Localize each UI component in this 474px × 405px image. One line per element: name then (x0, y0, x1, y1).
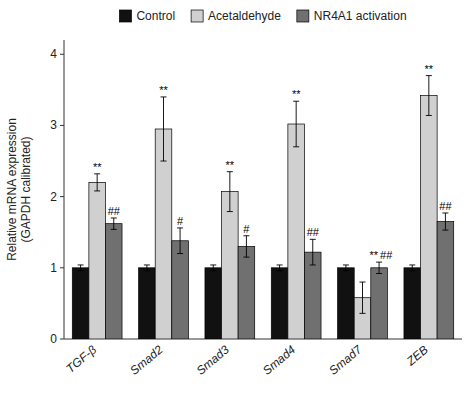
bar (421, 96, 438, 339)
significance-label: ** (425, 63, 434, 75)
error-bar (376, 262, 382, 273)
x-tick-label: Smad2 (127, 342, 165, 377)
y-tick (60, 54, 64, 55)
significance-label: ** (159, 84, 168, 96)
error-bar (360, 282, 366, 313)
error-bar (243, 236, 249, 257)
bar (238, 246, 255, 339)
significance-label: ** (370, 249, 379, 261)
bar (72, 268, 89, 339)
y-tick (60, 339, 64, 340)
error-bar (227, 172, 233, 212)
legend-label: NR4A1 activation (314, 9, 407, 23)
error-bar (210, 265, 216, 271)
y-axis (64, 40, 65, 339)
legend-label: Control (136, 9, 175, 23)
significance-label: ** (226, 159, 235, 171)
significance-label: ## (307, 226, 320, 238)
error-bar (343, 265, 349, 271)
significance-label: ## (439, 200, 452, 212)
bar (437, 222, 454, 339)
error-bar (78, 265, 84, 271)
bar (89, 182, 106, 339)
significance-label: ## (380, 249, 393, 261)
error-bar (426, 76, 432, 116)
y-axis-label: Relative mRNA expression(GAPDH calibrate… (5, 118, 33, 261)
legend-swatch (119, 10, 131, 22)
y-tick-label: 1 (50, 261, 57, 275)
bar (105, 224, 122, 339)
bar (139, 268, 156, 339)
chart: 0 1 2 3 4 Relative mRNA expression(GAPDH cali… (0, 0, 474, 405)
error-bar (111, 218, 117, 229)
legend-swatch (191, 10, 203, 22)
bar (404, 268, 421, 339)
bar (222, 192, 239, 339)
error-bar (161, 97, 167, 161)
bars (72, 76, 453, 339)
error-bar (442, 213, 448, 230)
x-tick-label: Smad7 (326, 342, 365, 378)
y-tick (60, 125, 64, 126)
y-tick-label: 2 (50, 190, 57, 204)
error-bar (293, 101, 299, 147)
significance-label: ** (93, 161, 102, 173)
error-bar (409, 265, 415, 271)
x-tick-label: Smad4 (260, 342, 298, 377)
y-tick-label: 4 (50, 47, 57, 61)
y-tick-label: 3 (50, 118, 57, 132)
error-bar (177, 228, 183, 254)
error-bar (94, 174, 100, 191)
error-bar (277, 265, 283, 271)
bar (338, 268, 355, 339)
bar (172, 241, 189, 339)
x-tick-label: Smad3 (194, 342, 232, 377)
bar (205, 268, 222, 339)
significance-label: ** (292, 88, 301, 100)
x-tick-label: ZEB (403, 343, 431, 369)
y-tick-label: 0 (50, 332, 57, 346)
y-tick (60, 196, 64, 197)
significance-label: # (177, 215, 184, 227)
significance-label: # (243, 223, 250, 235)
bar (288, 124, 305, 339)
bar (271, 268, 288, 339)
legend-swatch (297, 10, 309, 22)
legend: Control Acetaldehyde NR4A1 activation (119, 9, 406, 23)
legend-label: Acetaldehyde (208, 9, 281, 23)
error-bar (144, 265, 150, 271)
error-bar (310, 239, 316, 265)
x-tick-label: TGF-β (63, 342, 99, 375)
significance-label: ## (108, 205, 121, 217)
x-axis (64, 339, 462, 340)
y-tick (60, 267, 64, 268)
bar (371, 268, 388, 339)
